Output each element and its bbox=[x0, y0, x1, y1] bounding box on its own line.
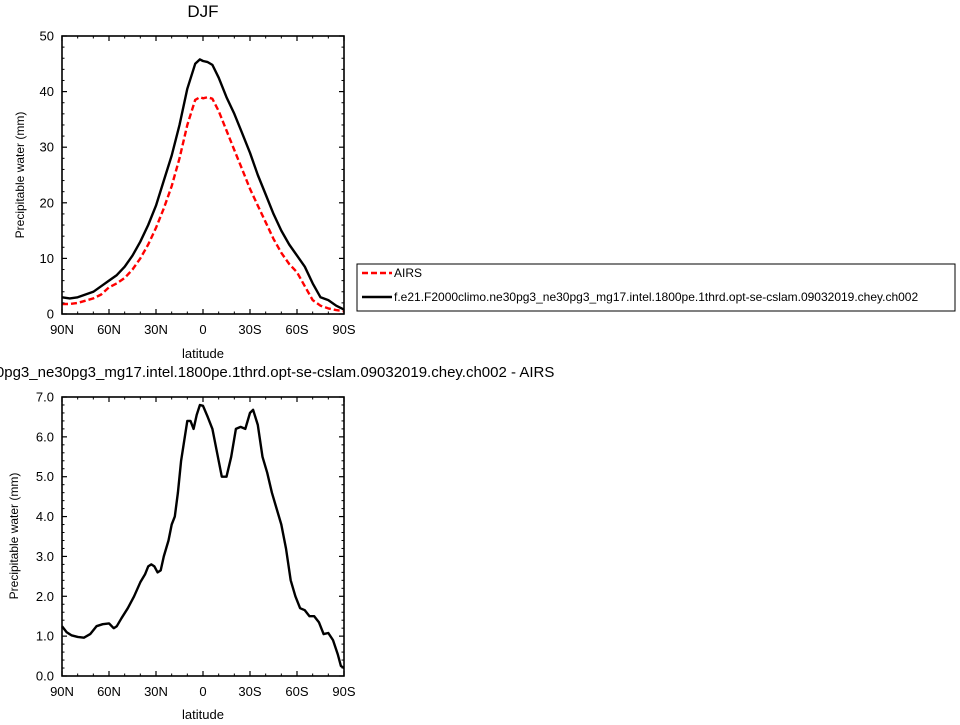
top-chart-y-tick-label: 50 bbox=[40, 29, 54, 44]
bottom-chart-y-tick-label: 7.0 bbox=[36, 390, 54, 405]
bottom-chart-y-tick-label: 2.0 bbox=[36, 589, 54, 604]
bottom-chart-series-line-0 bbox=[61, 403, 345, 670]
bottom-chart-plot-frame bbox=[61, 396, 345, 677]
bottom-chart-y-tick-label: 3.0 bbox=[36, 549, 54, 564]
legend: AIRS f.e21.F2000climo.ne30pg3_ne30pg3_mg… bbox=[356, 263, 956, 312]
top-chart-x-axis-label: latitude bbox=[182, 346, 224, 361]
bottom-chart-x-axis-label: latitude bbox=[182, 707, 224, 722]
top-chart-ticks: 90N 60N 30N 0 30S 60S 90S 0 10 20 30 40 50 bbox=[40, 29, 356, 338]
bottom-chart-y-tick-label: 5.0 bbox=[36, 469, 54, 484]
bottom-chart-panel: f.e21.F2000climo.ne30pg3_ne30pg3_mg17.in… bbox=[0, 364, 554, 722]
bottom-chart-x-tick-label: 60N bbox=[97, 684, 121, 699]
top-chart-x-tick-label: 90S bbox=[332, 322, 355, 337]
top-chart-series bbox=[61, 58, 345, 313]
bottom-chart-y-tick-label: 0.0 bbox=[36, 669, 54, 684]
top-chart-panel: DJF 90N 60N 30N 0 30S 60S 90S 0 10 20 30 40 50 latit… bbox=[13, 2, 356, 361]
bottom-chart-y-tick-label: 6.0 bbox=[36, 429, 54, 444]
top-chart-y-tick-label: 10 bbox=[40, 251, 54, 266]
top-chart-y-axis-label: Precipitable water (mm) bbox=[13, 112, 27, 239]
legend-label-airs: AIRS bbox=[394, 266, 422, 280]
bottom-chart-y-axis-label: Precipitable water (mm) bbox=[7, 473, 21, 600]
top-chart-series-line-0 bbox=[62, 95, 345, 313]
top-chart-y-tick-label: 40 bbox=[40, 84, 54, 99]
bottom-chart-x-tick-label: 30S bbox=[238, 684, 261, 699]
bottom-chart-ticks: 90N 60N 30N 0 30S 60S 90S 0.0 1.0 2.0 3.0 4.0 5.0 6.0… bbox=[36, 390, 356, 700]
bottom-chart-x-tick-label: 90N bbox=[50, 684, 74, 699]
top-chart-plot-frame bbox=[61, 35, 345, 315]
top-chart-x-tick-label: 30N bbox=[144, 322, 168, 337]
bottom-chart-title: f.e21.F2000climo.ne30pg3_ne30pg3_mg17.in… bbox=[0, 364, 554, 381]
bottom-chart-x-tick-label: 0 bbox=[199, 684, 206, 699]
top-chart-x-tick-label: 60S bbox=[285, 322, 308, 337]
top-chart-y-tick-label: 30 bbox=[40, 140, 54, 155]
legend-box bbox=[356, 263, 956, 312]
top-chart-series-line-1 bbox=[61, 58, 345, 311]
bottom-chart-y-tick-label: 1.0 bbox=[36, 629, 54, 644]
legend-label-model: f.e21.F2000climo.ne30pg3_ne30pg3_mg17.in… bbox=[394, 290, 918, 304]
top-chart-x-tick-label: 30S bbox=[238, 322, 261, 337]
bottom-chart-x-tick-label: 30N bbox=[144, 684, 168, 699]
top-chart-title: DJF bbox=[187, 2, 218, 21]
bottom-chart-x-tick-label: 90S bbox=[332, 684, 355, 699]
bottom-chart-x-tick-label: 60S bbox=[285, 684, 308, 699]
bottom-chart-series bbox=[61, 403, 345, 670]
top-chart-y-tick-label: 20 bbox=[40, 195, 54, 210]
top-chart-x-tick-label: 90N bbox=[50, 322, 74, 337]
top-chart-x-tick-label: 60N bbox=[97, 322, 121, 337]
bottom-chart-y-tick-label: 4.0 bbox=[36, 509, 54, 524]
top-chart-x-tick-label: 0 bbox=[199, 322, 206, 337]
top-chart-y-tick-label: 0 bbox=[47, 307, 54, 322]
